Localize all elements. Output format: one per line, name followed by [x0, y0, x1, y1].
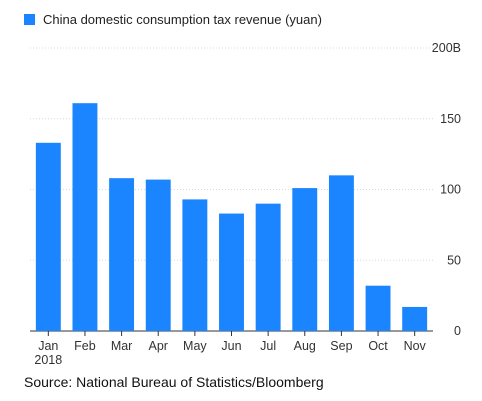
y-tick-label: 100	[440, 183, 461, 197]
x-tick-label: Apr	[149, 339, 168, 353]
x-tick-label: Jul	[260, 339, 276, 353]
bar	[35, 142, 61, 331]
y-tick-label: 150	[440, 112, 461, 126]
bar	[402, 306, 428, 331]
x-tick-label: Jan	[38, 339, 58, 353]
y-tick-label: 200B	[432, 41, 461, 55]
x-tick-label: Aug	[294, 339, 316, 353]
x-tick-label: Sep	[330, 339, 352, 353]
x-tick-label: Feb	[74, 339, 96, 353]
x-tick-label: Oct	[368, 339, 388, 353]
x-tick-label: 2018	[34, 353, 62, 367]
bar	[365, 285, 391, 331]
legend-swatch	[24, 14, 35, 25]
source-note: Source: National Bureau of Statistics/Bl…	[24, 374, 324, 390]
x-tick-label: May	[183, 339, 207, 353]
bar	[72, 103, 98, 331]
y-tick-label: 50	[447, 253, 461, 267]
bar	[328, 175, 354, 331]
x-tick-label: Mar	[111, 339, 133, 353]
bar	[219, 213, 244, 331]
bar	[145, 179, 171, 331]
bar	[109, 178, 135, 331]
y-tick-label: 0	[454, 324, 461, 338]
legend-label: China domestic consumption tax revenue (…	[43, 12, 322, 27]
bar	[255, 203, 281, 331]
bar	[292, 188, 318, 331]
legend: China domestic consumption tax revenue (…	[24, 12, 322, 27]
bar	[182, 199, 208, 331]
x-tick-label: Jun	[221, 339, 241, 353]
x-tick-label: Nov	[404, 339, 427, 353]
